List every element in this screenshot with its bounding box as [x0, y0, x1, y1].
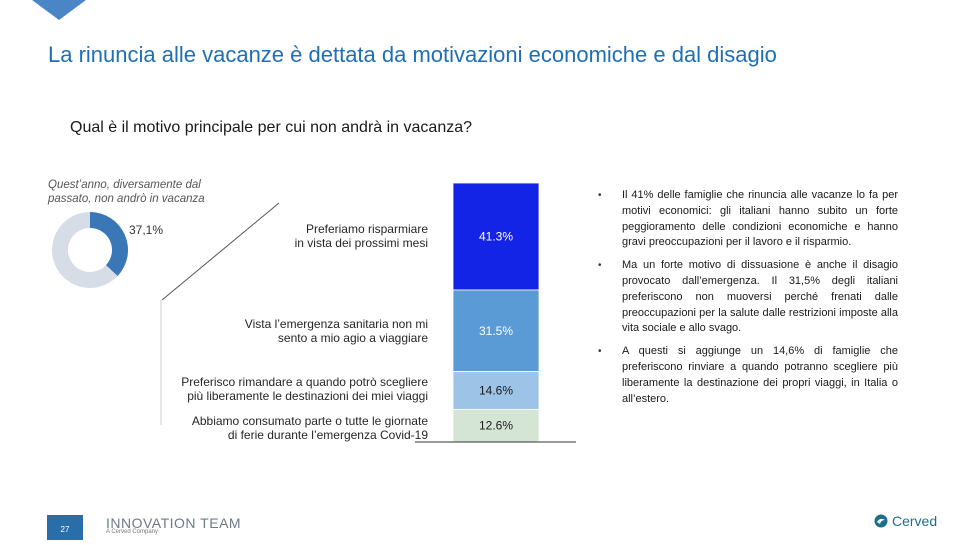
insight-text: Ma un forte motivo di dissuasione è anch…	[622, 259, 898, 335]
logo-sub-text: A Cerved Company	[106, 529, 159, 535]
insight-item: • Il 41% delle famiglie che rinuncia alle…	[598, 188, 898, 251]
category-label: Preferisco rimandare a quando potrò sceg…	[128, 375, 428, 403]
donut-value-label: 37,1%	[129, 223, 164, 237]
bullet-icon: •	[598, 346, 602, 358]
category-label: Abbiamo consumato parte o tutte le giorn…	[128, 414, 428, 442]
donut-slice-share	[90, 211, 128, 277]
survey-question: Qual è il motivo principale per cui non …	[70, 119, 473, 136]
donut-caption: Quest’anno, diversamente dal passato, no…	[48, 179, 205, 205]
category-label-line: di ferie durante l’emergenza Covid-19	[227, 427, 428, 442]
page-title: La rinuncia alle vacanze è dettata da mo…	[48, 42, 777, 67]
category-label-line: più liberamente le destinazioni dei miei…	[187, 389, 428, 404]
innovation-team-logo: INNOVATION TEAM A Cerved Company	[106, 515, 241, 535]
bar-segment	[452, 371, 540, 410]
bar-segment	[452, 289, 540, 372]
bar-value-label: 12.6%	[479, 419, 513, 433]
category-label: Vista l’emergenza sanitaria non mi sento …	[128, 317, 428, 345]
category-label-line: Abbiamo consumato parte o tutte le giorn…	[191, 413, 428, 428]
donut-chart	[51, 211, 128, 288]
insight-item: • A questi si aggiunge un 14,6% di famigl…	[598, 344, 898, 407]
logo-brand-text: Cerved	[892, 513, 938, 529]
bullet-icon: •	[598, 260, 602, 272]
insight-list: • Il 41% delle famiglie che rinuncia alle…	[598, 188, 898, 414]
category-label: Preferiamo risparmiare in vista dei pross…	[128, 222, 428, 250]
category-label-line: Preferisco rimandare a quando potrò sceg…	[181, 375, 428, 390]
cerved-swirl-icon	[874, 514, 888, 528]
page-number: 27	[47, 515, 83, 540]
category-label-line: Preferiamo risparmiare	[305, 222, 428, 237]
bar-segment	[452, 182, 540, 291]
bar-segment	[452, 408, 540, 443]
bullet-icon: •	[598, 190, 602, 201]
category-label-line: in vista dei prossimi mesi	[294, 236, 428, 251]
bar-value-label: 31.5%	[479, 324, 513, 338]
donut-slice-rest	[51, 212, 118, 288]
connector-line	[161, 202, 280, 301]
insight-text: A questi si aggiunge un 14,6% di famigli…	[622, 345, 898, 405]
insight-text: Il 41% delle famiglie che rinuncia alle …	[622, 189, 898, 249]
insight-item: • Ma un forte motivo di dissuasione è anc…	[598, 258, 898, 337]
bar-value-label: 14.6%	[479, 383, 513, 397]
stacked-bar: 41.3% 31.5% 14.6% 12.6%	[452, 182, 540, 443]
bar-value-label: 41.3%	[479, 229, 513, 243]
category-label-line: sento a mio agio a viaggiare	[277, 330, 428, 345]
logo-brand-text: INNOVATION TEAM	[106, 515, 242, 531]
cerved-logo: Cerved	[874, 513, 937, 529]
category-label-line: Vista l’emergenza sanitaria non mi	[244, 316, 428, 331]
